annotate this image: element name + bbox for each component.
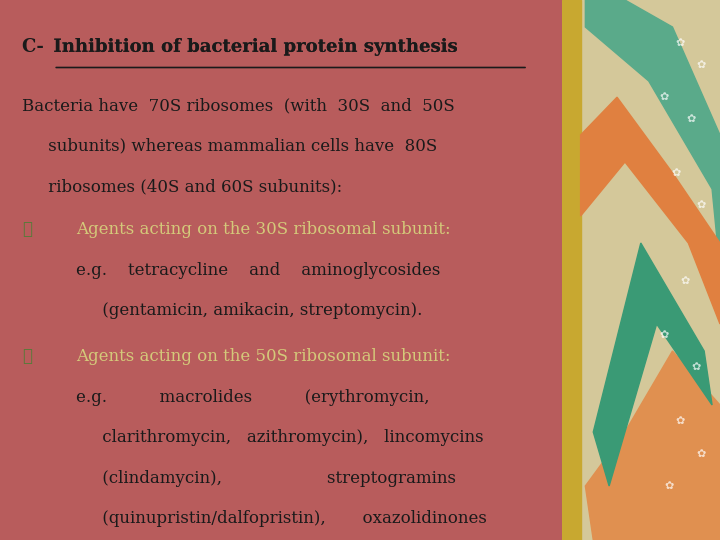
Text: ✿: ✿	[665, 481, 674, 491]
Text: ✿: ✿	[675, 38, 685, 48]
Text: e.g.    tetracycline    and    aminoglycosides: e.g. tetracycline and aminoglycosides	[76, 262, 440, 279]
Text: (gentamicin, amikacin, streptomycin).: (gentamicin, amikacin, streptomycin).	[76, 302, 422, 319]
Text: Bacteria have  70S ribosomes  (with  30S  and  50S: Bacteria have 70S ribosomes (with 30S an…	[22, 97, 455, 114]
Bar	[580, 0, 720, 540]
Text: Agents acting on the 50S ribosomal subunit:: Agents acting on the 50S ribosomal subun…	[76, 348, 450, 365]
Text: ✿: ✿	[696, 449, 706, 458]
Polygon shape	[585, 0, 720, 270]
Text: (quinupristin/dalfopristin),       oxazolidinones: (quinupristin/dalfopristin), oxazolidino…	[76, 510, 487, 527]
Text: ✿: ✿	[696, 60, 706, 70]
Polygon shape	[593, 243, 712, 486]
Polygon shape	[580, 97, 720, 324]
Text: clarithromycin,   azithromycin),   lincomycins: clarithromycin, azithromycin), lincomyci…	[76, 429, 483, 446]
Text: ❧: ❧	[22, 348, 32, 365]
Text: Agents acting on the 30S ribosomal subunit:: Agents acting on the 30S ribosomal subun…	[76, 221, 451, 238]
Text: (clindamycin),                    streptogramins: (clindamycin), streptogramins	[76, 470, 456, 487]
Text: ribosomes (40S and 60S subunits):: ribosomes (40S and 60S subunits):	[22, 178, 343, 195]
Text: ✿: ✿	[660, 92, 670, 102]
Text: ✿: ✿	[691, 362, 701, 372]
Text: ✿: ✿	[680, 276, 690, 286]
Bar	[562, 0, 580, 540]
Text: C-: C-	[22, 38, 50, 56]
Text: ❧: ❧	[22, 221, 32, 238]
Text: ✿: ✿	[675, 416, 685, 426]
Text: ✿: ✿	[687, 114, 696, 124]
Text: ✿: ✿	[660, 330, 670, 340]
Text: e.g.          macrolides          (erythromycin,: e.g. macrolides (erythromycin,	[76, 389, 429, 406]
Text: ✿: ✿	[696, 200, 706, 210]
Text: Inhibition of bacterial protein synthesis: Inhibition of bacterial protein synthesi…	[53, 38, 457, 56]
Text: subunits) whereas mammalian cells have  80S: subunits) whereas mammalian cells have 8…	[22, 138, 438, 154]
Polygon shape	[585, 351, 720, 540]
Text: ✿: ✿	[671, 168, 680, 178]
